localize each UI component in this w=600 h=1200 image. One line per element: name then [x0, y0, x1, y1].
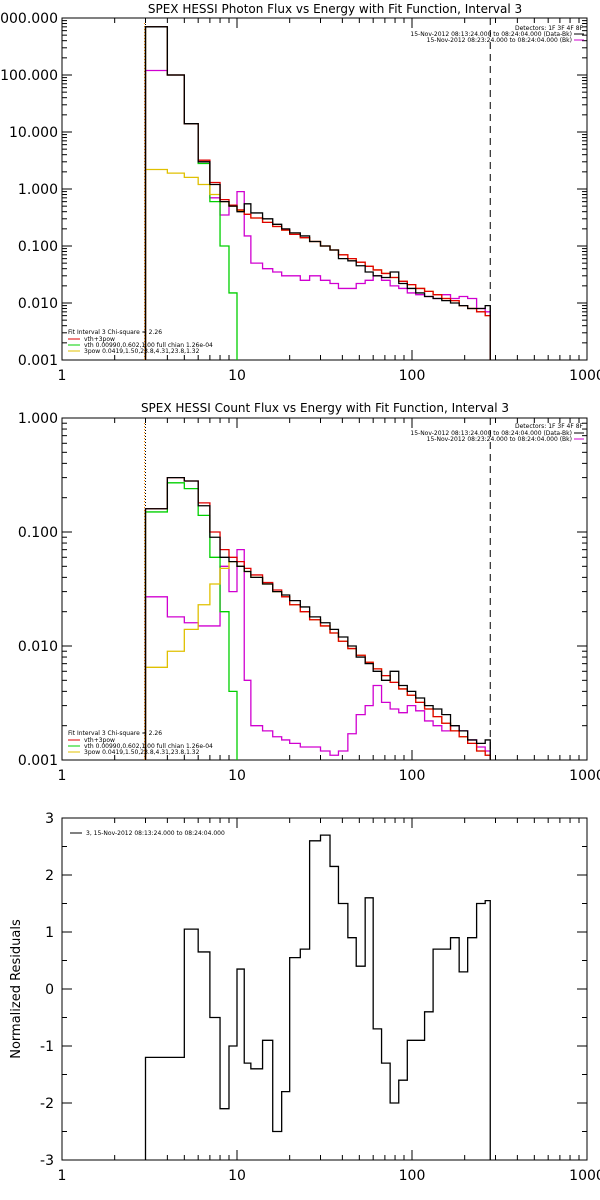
photon-legend-bk: 15-Nov-2012 08:23:24.000 to 08:24:04.000…: [427, 37, 572, 44]
y-tick-label: 0.100: [18, 239, 58, 255]
x-tick-label: 1: [58, 368, 67, 384]
x-tick-label: 10: [228, 768, 246, 784]
series-black-line: [144, 476, 491, 760]
x-tick-label: 100: [399, 368, 426, 384]
count-legend-detectors: Detectors: 1F 3F 4F 8F: [515, 423, 584, 430]
count-legend-left: Fit Interval 3 Chi-square = 2.26 vth+3po…: [68, 730, 213, 756]
x-tick-label: 1: [58, 768, 67, 784]
y-tick-label: 2: [45, 868, 54, 884]
x-tick-label: 1: [58, 1168, 67, 1184]
series-black-line: [144, 834, 491, 1160]
residuals-legend: 3, 15-Nov-2012 08:13:24.000 to 08:24:04.…: [70, 830, 225, 837]
count-series: [143, 418, 491, 760]
x-tick-label: 1000: [569, 1168, 600, 1184]
photon-flux-panel: SPEX HESSI Photon Flux vs Energy with Fi…: [0, 2, 600, 384]
x-tick-label: 10: [228, 1168, 246, 1184]
residuals-series: [144, 834, 491, 1160]
y-tick-label: 10.000: [9, 125, 58, 141]
series-black-line: [144, 26, 491, 360]
count-legend-data: 15-Nov-2012 08:13:24.000 to 08:24:04.000…: [410, 430, 572, 437]
y-tick-label: 0.001: [18, 353, 58, 369]
photon-legend-detectors: Detectors: 1F 3F 4F 8F: [515, 25, 584, 32]
photon-panel-title: SPEX HESSI Photon Flux vs Energy with Fi…: [148, 2, 522, 16]
y-tick-label: 0.001: [18, 753, 58, 769]
series-red-line: [144, 476, 491, 760]
count-panel-title: SPEX HESSI Count Flux vs Energy with Fit…: [141, 401, 509, 415]
series-green-line: [144, 26, 238, 360]
count-legend-right: Detectors: 1F 3F 4F 8F 15-Nov-2012 08:13…: [410, 423, 584, 443]
photon-xtick-labels: 1 10 100 1000: [58, 368, 600, 384]
y-tick-label: -3: [40, 1153, 54, 1169]
count-legend-item-2: vth 0.00990,0.602,1.00 full chian 1.26e-…: [84, 743, 213, 750]
y-tick-label: 1.000: [18, 182, 58, 198]
count-ticks: [61, 418, 587, 761]
y-tick-label: -2: [40, 1096, 54, 1112]
count-xtick-labels: 1 10 100 1000: [58, 768, 600, 784]
photon-legend-item-1: vth+3pow: [84, 336, 115, 343]
photon-ticks: [61, 18, 587, 361]
residuals-xtick-labels: 1 10 100 1000: [58, 1168, 600, 1184]
y-tick-label: 0: [45, 982, 54, 998]
x-tick-label: 1000: [569, 368, 600, 384]
photon-ytick-labels: 0.001 0.010 0.100 1.000 10.000 100.000 000.000: [0, 11, 58, 369]
series-magenta-line: [144, 549, 491, 760]
y-tick-label: 1.000: [18, 411, 58, 427]
series-magenta-line: [144, 69, 491, 360]
y-tick-label: 1: [45, 925, 54, 941]
photon-legend-right: Detectors: 1F 3F 4F 8F 15-Nov-2012 08:13…: [410, 25, 584, 44]
count-ytick-labels: 0.001 0.010 0.100 1.000: [18, 411, 58, 769]
photon-series: [143, 18, 491, 360]
series-green-line: [144, 482, 238, 760]
photon-plot-frame: [61, 17, 588, 361]
y-tick-label: 100.000: [0, 68, 58, 84]
photon-legend-item-3: 3pow 0.0419,1.50,23.8,4.31,23.8,1.32: [84, 348, 200, 355]
count-legend-bk: 15-Nov-2012 08:23:24.000 to 08:24:04.000…: [427, 436, 572, 443]
photon-legend-item-2: vth 0.00990,0.602,1.00 full chian 1.26e-…: [84, 342, 213, 349]
x-tick-label: 10: [228, 368, 246, 384]
residuals-panel: Normalized Residuals -3 -2 -1 0 1 2 3 1 10 100 10…: [9, 811, 600, 1184]
photon-legend-data: 15-Nov-2012 08:13:24.000 to 08:24:04.000…: [410, 31, 572, 38]
residuals-plot-frame: [61, 817, 588, 1161]
count-flux-panel: SPEX HESSI Count Flux vs Energy with Fit…: [18, 401, 600, 784]
y-tick-label: -1: [40, 1039, 54, 1055]
residuals-ytick-labels: -3 -2 -1 0 1 2 3: [40, 811, 54, 1169]
y-tick-label: 000.000: [0, 11, 58, 27]
count-plot-frame: [61, 417, 588, 761]
x-tick-label: 1000: [569, 768, 600, 784]
photon-legend-left: Fit Interval 3 Chi-square = 2.26 vth+3po…: [68, 329, 213, 355]
residuals-ticks: [61, 817, 587, 1161]
count-legend-item-3: 3pow 0.0419,1.50,23.8,4.31,23.8,1.32: [84, 749, 200, 756]
x-tick-label: 100: [399, 768, 426, 784]
y-tick-label: 3: [45, 811, 54, 827]
series-red-line: [144, 26, 491, 360]
y-tick-label: 0.010: [18, 639, 58, 655]
series-yellow-line: [144, 560, 491, 760]
residuals-legend-text: 3, 15-Nov-2012 08:13:24.000 to 08:24:04.…: [86, 830, 225, 837]
y-tick-label: 0.100: [18, 525, 58, 541]
count-legend-item-1: vth+3pow: [84, 737, 115, 744]
x-tick-label: 100: [399, 1168, 426, 1184]
count-legend-fit: Fit Interval 3 Chi-square = 2.26: [68, 730, 162, 737]
photon-legend-fit: Fit Interval 3 Chi-square = 2.26: [68, 329, 162, 336]
residuals-ylabel: Normalized Residuals: [9, 919, 24, 1059]
series-yellow-line: [144, 168, 491, 360]
y-tick-label: 0.010: [18, 296, 58, 312]
